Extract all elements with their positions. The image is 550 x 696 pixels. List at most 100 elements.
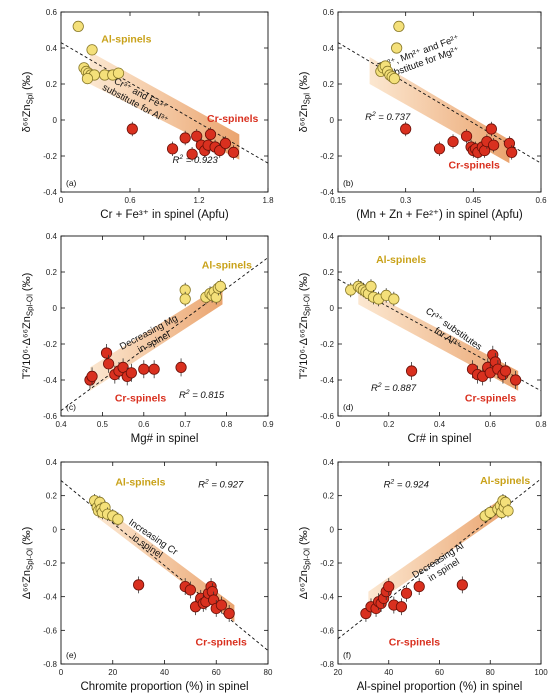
y-tick-label: 0.2: [46, 492, 58, 501]
cr-spinel-point: [175, 361, 187, 373]
y-tick-label: -0.2: [320, 340, 334, 349]
cr-spinels-label: Cr-spinels: [389, 636, 441, 648]
x-axis-label: Chromite proportion (%) in spinel: [80, 681, 248, 693]
x-tick-label: 0.8: [535, 420, 547, 429]
y-tick-label: 0.4: [323, 458, 335, 467]
x-tick-label: 0.6: [535, 196, 547, 205]
x-tick-label: 40: [160, 668, 169, 677]
r-squared-label: R2 = 0.923: [173, 154, 219, 166]
y-tick-label: 0.6: [46, 8, 58, 17]
y-tick-label: -0.8: [43, 660, 57, 669]
y-axis-label: T²/10⁶·Δ⁶⁶ZnSpl-Ol (‰): [298, 273, 312, 379]
y-tick-label: -0.4: [43, 593, 57, 602]
cr-spinel-point: [488, 139, 500, 151]
y-tick-label: 0.2: [323, 80, 335, 89]
y-tick-label: 0.2: [46, 268, 58, 277]
x-tick-label: 0.5: [97, 420, 109, 429]
cr-spinel-point: [433, 143, 446, 155]
confidence-band: [368, 495, 506, 609]
confidence-band: [369, 57, 510, 164]
x-tick-label: 0.6: [485, 420, 497, 429]
cr-spinel-point: [179, 132, 191, 144]
y-tick-label: -0.8: [320, 660, 334, 669]
r-squared-label: R2 = 0.887: [371, 382, 417, 394]
x-axis-label: Mg# in spinel: [131, 433, 199, 445]
y-tick-label: -0.2: [43, 340, 57, 349]
confidence-band: [97, 502, 235, 622]
al-spinels-label: Al-spinels: [376, 254, 426, 266]
y-tick-label: 0.4: [46, 458, 58, 467]
y-tick-label: 0.2: [46, 80, 58, 89]
x-tick-label: 0.7: [180, 420, 192, 429]
y-tick-label: -0.2: [320, 152, 334, 161]
y-tick-label: -0.4: [320, 188, 334, 197]
cr-spinel-point: [100, 347, 113, 359]
regression-line: [61, 257, 268, 411]
panel-label: (a): [66, 178, 77, 188]
y-tick-label: -0.2: [320, 559, 334, 568]
y-tick-label: -0.2: [43, 559, 57, 568]
y-tick-label: 0.4: [46, 232, 58, 241]
x-tick-label: 80: [486, 668, 495, 677]
x-tick-label: 0.3: [400, 196, 412, 205]
cr-spinel-point: [460, 130, 473, 142]
al-spinels-label: Al-spinels: [480, 475, 530, 487]
al-spinel-point: [391, 42, 403, 54]
y-tick-label: 0: [330, 525, 335, 534]
y-tick-label: 0.2: [323, 492, 335, 501]
x-tick-label: 0.2: [383, 420, 395, 429]
cr-spinels-label: Cr-spinels: [465, 393, 517, 405]
y-tick-label: 0.4: [46, 44, 58, 53]
cr-spinel-point: [223, 607, 235, 620]
y-axis-label: Δ⁶⁶ZnSpl-Ol (‰): [21, 527, 35, 600]
x-tick-label: 0.8: [221, 420, 233, 429]
x-tick-label: 0: [59, 196, 64, 205]
y-tick-label: 0: [53, 116, 58, 125]
x-tick-label: 0.9: [262, 420, 274, 429]
y-tick-label: 0.6: [323, 8, 335, 17]
x-tick-label: 0.4: [434, 420, 446, 429]
x-axis-label: Cr# in spinel: [408, 433, 472, 445]
cr-spinel-point: [499, 365, 512, 377]
cr-spinels-label: Cr-spinels: [207, 113, 259, 125]
y-tick-label: 0: [330, 304, 335, 313]
al-spinel-point: [86, 44, 98, 56]
x-tick-label: 60: [435, 668, 444, 677]
cr-spinels-label: Cr-spinels: [115, 393, 167, 405]
y-tick-label: -0.4: [43, 376, 57, 385]
cr-spinel-point: [400, 587, 413, 599]
x-tick-label: 0: [59, 668, 64, 677]
x-tick-label: 0: [336, 420, 341, 429]
x-tick-label: 60: [212, 668, 221, 677]
al-spinel-point: [393, 20, 405, 33]
x-tick-label: 100: [534, 668, 548, 677]
regression-line: [338, 42, 541, 164]
cr-spinel-point: [395, 601, 408, 613]
cr-spinel-point: [400, 123, 412, 135]
cr-spinel-point: [485, 123, 497, 135]
x-axis-label: Al-spinel proportion (%) in spinel: [357, 681, 523, 693]
y-axis-label: δ⁶⁶ZnSpl (‰): [21, 72, 35, 133]
cr-spinel-point: [103, 358, 115, 370]
cr-spinel-point: [215, 599, 228, 611]
x-tick-label: 80: [264, 668, 273, 677]
cr-spinel-point: [383, 580, 395, 593]
r-squared-label: R2 = 0.815: [179, 389, 225, 401]
r-squared-label: R2 = 0.927: [198, 478, 244, 490]
y-tick-label: 0.4: [323, 44, 335, 53]
y-tick-label: 0: [330, 116, 335, 125]
plot-frame: [60, 235, 269, 417]
cr-spinels-label: Cr-spinels: [196, 636, 248, 648]
al-spinels-label: Al-spinels: [202, 259, 252, 271]
cr-spinels-label: Cr-spinels: [449, 160, 501, 172]
cr-spinel-point: [191, 130, 203, 142]
cr-spinel-point: [506, 146, 518, 158]
cr-spinel-point: [456, 579, 468, 591]
y-tick-label: -0.6: [320, 412, 334, 421]
al-spinel-point: [112, 513, 124, 525]
al-spinels-label: Al-spinels: [101, 34, 151, 46]
y-tick-label: -0.4: [320, 376, 334, 385]
